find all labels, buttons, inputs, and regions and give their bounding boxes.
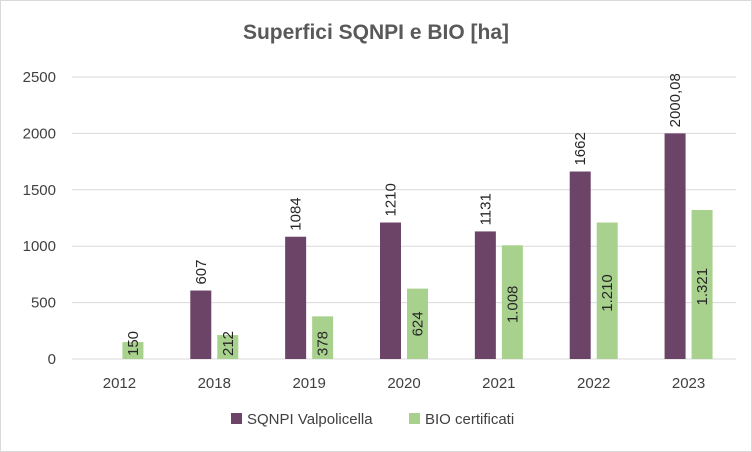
gridlines (72, 76, 736, 360)
y-axis-ticks: 0 500 1000 1500 2000 2500 (23, 69, 56, 368)
bars (122, 133, 713, 359)
data-label-bio: 1.210 (599, 274, 616, 312)
bar-bio (691, 209, 713, 359)
bar-bio (217, 335, 239, 359)
bar-bio (312, 316, 334, 359)
data-label-bio: 624 (410, 311, 427, 336)
data-label-bio: 1.321 (694, 268, 711, 306)
data-label-bio: 212 (220, 331, 237, 356)
data-label-sqnpi: 1084 (288, 197, 305, 230)
bar-sqnpi (380, 222, 401, 359)
data-labels: 150 607 212 1084 378 1210 624 1131 1.008 1662 1.21… (125, 73, 711, 356)
legend-swatch (231, 413, 242, 424)
bar-sqnpi (190, 290, 212, 359)
data-label-sqnpi: 1131 (477, 193, 494, 225)
data-label-sqnpi: 2000,08 (667, 73, 684, 127)
bar-bio (596, 222, 618, 359)
x-tick-label: 2021 (482, 375, 515, 392)
bar-sqnpi (285, 236, 307, 359)
data-label-sqnpi: 1210 (383, 183, 400, 216)
data-label-sqnpi: 607 (193, 259, 210, 284)
bar-bio (501, 245, 523, 359)
x-tick-label: 2022 (577, 375, 610, 392)
y-tick-label: 2000 (23, 125, 56, 142)
legend-label: BIO certificati (425, 411, 514, 428)
bar-bio (122, 342, 144, 359)
data-label-bio: 378 (315, 331, 332, 356)
data-label-sqnpi: 1662 (572, 132, 589, 165)
y-tick-label: 2500 (23, 69, 56, 86)
x-tick-label: 2019 (292, 375, 325, 392)
y-tick-label: 1000 (23, 238, 56, 255)
y-tick-label: 0 (48, 351, 56, 368)
data-label-bio: 1.008 (504, 286, 521, 324)
legend-swatch (409, 413, 420, 424)
bar-sqnpi (474, 231, 496, 359)
y-tick-label: 500 (31, 295, 56, 312)
y-tick-label: 1500 (23, 182, 56, 199)
x-axis-ticks: 2012 2018 2019 2020 2021 2022 2023 (103, 375, 706, 392)
x-tick-label: 2023 (672, 375, 705, 392)
legend: SQNPI Valpolicella BIO certificati (231, 411, 514, 428)
chart-title: Superfici SQNPI e BIO [ha] (243, 21, 509, 44)
x-tick-label: 2012 (103, 375, 136, 392)
bar-sqnpi (569, 171, 591, 359)
data-label-bio: 150 (125, 331, 142, 356)
legend-label: SQNPI Valpolicella (247, 411, 373, 428)
x-tick-label: 2018 (198, 375, 231, 392)
x-tick-label: 2020 (387, 375, 420, 392)
bar-bio (407, 288, 428, 359)
bar-sqnpi (664, 133, 686, 359)
